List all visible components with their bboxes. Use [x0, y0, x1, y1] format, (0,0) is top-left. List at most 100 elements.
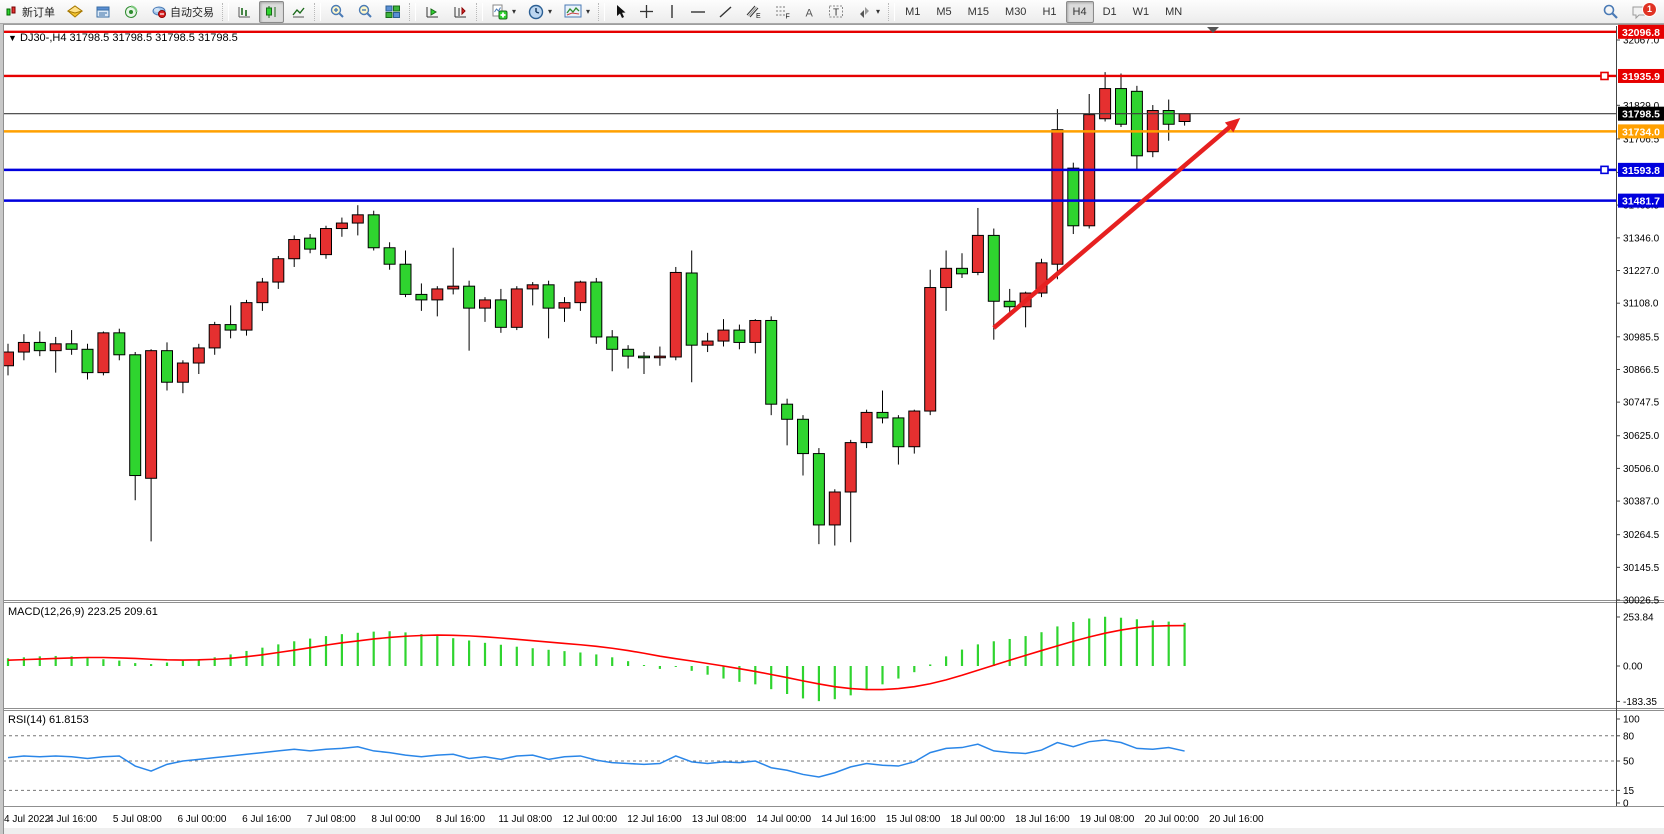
clock-icon — [528, 4, 544, 20]
candle-body — [685, 272, 698, 346]
data-window-button[interactable] — [90, 1, 116, 23]
candle-body — [638, 355, 650, 359]
candlestick-icon — [264, 5, 279, 19]
zoom-in-button[interactable] — [324, 1, 350, 23]
zoom-out-icon — [357, 4, 373, 19]
text-tool-button[interactable]: A — [798, 1, 821, 23]
candle-body — [749, 319, 762, 343]
window-bottom-strip — [0, 828, 1664, 834]
trend-arrow[interactable] — [992, 117, 1241, 330]
candle-body — [956, 267, 968, 275]
level-handle[interactable] — [1600, 165, 1609, 175]
macd-label: MACD(12,26,9) 223.25 209.61 — [8, 606, 158, 618]
line-chart-icon — [291, 5, 306, 19]
cursor-icon — [613, 4, 627, 19]
timeframe-button-m30[interactable]: M30 — [1005, 5, 1027, 18]
svg-text:31734.0: 31734.0 — [1622, 126, 1660, 138]
zoom-in-icon — [329, 4, 345, 19]
candle-body — [653, 355, 666, 359]
time-axis-label: 14 Jul 16:00 — [821, 814, 876, 825]
horizontal-line-tool-button[interactable] — [685, 1, 711, 23]
chat-button[interactable]: 1 — [1626, 1, 1657, 23]
time-axis-label: 18 Jul 16:00 — [1015, 814, 1070, 825]
price-axis[interactable]: 32067.031829.031706.531584.531465.531346… — [1616, 24, 1664, 607]
time-axis-label: 6 Jul 16:00 — [242, 814, 291, 825]
candle-body — [797, 418, 809, 455]
toolbar: 新订单 自动交易 ▾ ▾ — [0, 0, 1664, 24]
candle-body — [590, 281, 603, 338]
auto-trading-icon — [151, 5, 167, 19]
market-watch-button[interactable] — [62, 1, 88, 23]
market-watch-icon — [67, 4, 83, 19]
candle-body — [733, 329, 746, 343]
bar-chart-mode-button[interactable] — [232, 1, 257, 23]
trendline-tool-button[interactable] — [713, 1, 738, 23]
chevron-down-icon: ▾ — [548, 7, 553, 16]
crosshair-icon — [639, 4, 654, 19]
tile-windows-icon — [385, 5, 401, 19]
rsi-axis-tick: 100 — [1623, 715, 1640, 726]
templates-button[interactable]: ▾ — [559, 1, 595, 23]
navigator-button[interactable] — [118, 1, 144, 23]
chart-shift-marker[interactable] — [1207, 27, 1219, 33]
candlestick-mode-button[interactable] — [259, 0, 284, 23]
timeframe-button-d1[interactable]: D1 — [1102, 5, 1117, 18]
candle-body — [765, 319, 778, 405]
candle-body — [828, 491, 841, 526]
vertical-line-tool-button[interactable] — [661, 1, 683, 23]
chart-shift-button[interactable] — [447, 1, 473, 23]
macd-axis: 253.84 0.00 -183.35 — [1616, 612, 1657, 708]
equidistant-channel-tool-button[interactable]: E — [740, 1, 767, 23]
tile-windows-button[interactable] — [380, 1, 406, 23]
auto-trading-button[interactable]: 自动交易 — [146, 1, 219, 23]
price-axis-tick: 30506.0 — [1623, 464, 1660, 475]
chevron-down-icon: ▾ — [512, 7, 517, 16]
chevron-down-icon: ▾ — [876, 7, 881, 16]
time-axis-label: 6 Jul 00:00 — [177, 814, 226, 825]
trendline-icon — [718, 5, 733, 19]
candle-body — [367, 214, 380, 249]
arrows-tool-button[interactable]: ▾ — [852, 1, 885, 23]
timeframe-button-h1[interactable]: H1 — [1042, 5, 1057, 18]
new-order-button[interactable]: 新订单 — [1, 1, 60, 23]
fibonacci-tool-button[interactable]: F — [769, 1, 796, 23]
candle-body — [81, 348, 94, 374]
time-axis-label: 5 Jul 08:00 — [113, 814, 162, 825]
time-axis-label: 18 Jul 00:00 — [951, 814, 1006, 825]
auto-scroll-button[interactable] — [419, 1, 445, 23]
candle-body — [1162, 110, 1175, 125]
timeframe-button-m5[interactable]: M5 — [936, 5, 952, 18]
time-axis-label: 15 Jul 08:00 — [886, 814, 941, 825]
crosshair-tool-button[interactable] — [634, 1, 659, 23]
periods-button[interactable]: ▾ — [523, 1, 557, 23]
price-tag-31734.0: 31734.0 — [1618, 124, 1664, 139]
time-axis-label: 12 Jul 00:00 — [563, 814, 618, 825]
text-label-tool-button[interactable]: T — [823, 1, 850, 23]
candle-body — [415, 293, 428, 301]
zoom-out-button[interactable] — [352, 1, 378, 23]
time-axis-label: 13 Jul 08:00 — [692, 814, 747, 825]
chat-badge: 1 — [1642, 1, 1657, 17]
add-indicator-button[interactable]: ▾ — [486, 1, 521, 23]
new-order-label: 新订单 — [22, 6, 55, 19]
level-handle[interactable] — [1600, 71, 1609, 81]
timeframe-button-mn[interactable]: MN — [1165, 5, 1183, 18]
timeframe-button-w1[interactable]: W1 — [1132, 5, 1150, 18]
price-axis-tick: 30985.5 — [1623, 332, 1660, 343]
cursor-tool-button[interactable] — [608, 1, 632, 23]
candle-body — [383, 247, 396, 265]
time-axis-label: 14 Jul 00:00 — [757, 814, 812, 825]
timeframe-button-m1[interactable]: M1 — [905, 5, 921, 18]
rsi-axis: 100 80 50 15 0 — [1616, 715, 1640, 810]
search-button[interactable] — [1597, 1, 1624, 23]
macd-indicator — [6, 616, 1186, 702]
rsi-axis-tick: 0 — [1623, 799, 1629, 810]
candle-body — [224, 324, 237, 331]
timeframe-button-h4[interactable]: H4 — [1065, 0, 1094, 23]
rsi-axis-tick: 80 — [1623, 731, 1635, 742]
vertical-line-icon — [666, 4, 678, 19]
line-chart-mode-button[interactable] — [286, 1, 311, 23]
timeframe-button-m15[interactable]: M15 — [967, 5, 990, 18]
